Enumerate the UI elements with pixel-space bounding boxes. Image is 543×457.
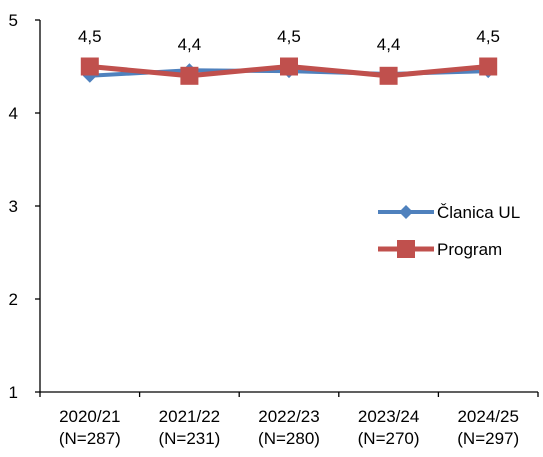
y-axis-ticks: 1 2 3 4 5 bbox=[9, 11, 40, 402]
y-tick-label: 5 bbox=[9, 11, 18, 30]
x-tick-label: 2024/25 (N=297) bbox=[457, 407, 519, 448]
x-axis-ticks: 2020/21 (N=287) 2021/22 (N=231) 2022/23 (N=28… bbox=[39, 392, 539, 448]
data-point-marker bbox=[180, 66, 199, 85]
chart-series bbox=[80, 57, 498, 85]
data-point-marker bbox=[379, 66, 398, 85]
data-point-marker bbox=[280, 57, 298, 76]
legend-label: Članica UL bbox=[437, 203, 520, 222]
data-label: 4,4 bbox=[377, 35, 401, 54]
legend-item: Program bbox=[378, 240, 502, 259]
y-tick-label: 3 bbox=[9, 197, 18, 216]
data-label: 4,5 bbox=[476, 27, 500, 46]
data-label: 4,5 bbox=[78, 27, 102, 46]
data-point-marker bbox=[479, 57, 498, 76]
y-tick-label: 4 bbox=[9, 104, 18, 123]
data-point-marker bbox=[80, 57, 99, 76]
chart-legend: Članica UL Program bbox=[378, 203, 520, 259]
legend-marker bbox=[399, 205, 413, 219]
data-label: 4,4 bbox=[178, 35, 202, 54]
x-tick-label: 2022/23 (N=280) bbox=[258, 407, 320, 448]
y-tick-label: 1 bbox=[9, 383, 18, 402]
x-tick-label: 2020/21 (N=287) bbox=[59, 407, 121, 448]
x-tick-label: 2021/22 (N=231) bbox=[158, 407, 220, 448]
x-tick-label: 2023/24 (N=270) bbox=[358, 407, 420, 448]
legend-marker bbox=[397, 240, 415, 258]
data-label: 4,5 bbox=[277, 27, 301, 46]
series-program bbox=[80, 57, 498, 85]
y-tick-label: 2 bbox=[9, 290, 18, 309]
legend-item: Članica UL bbox=[378, 203, 520, 222]
legend-label: Program bbox=[437, 240, 502, 259]
data-labels: 4,5 4,4 4,5 4,4 4,5 bbox=[78, 27, 500, 54]
